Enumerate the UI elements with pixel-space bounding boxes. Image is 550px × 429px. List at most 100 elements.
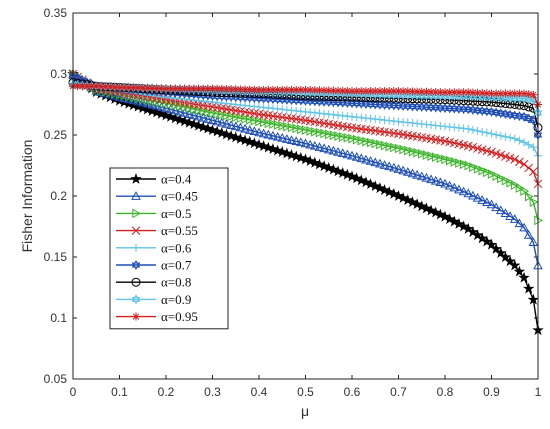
legend-label: α=0.8 bbox=[161, 275, 191, 290]
data-point bbox=[445, 88, 454, 97]
data-point bbox=[529, 115, 538, 126]
data-point bbox=[455, 158, 464, 168]
data-point bbox=[449, 182, 460, 192]
data-point bbox=[282, 134, 292, 143]
data-point bbox=[320, 128, 330, 139]
data-point bbox=[114, 92, 125, 101]
data-point bbox=[162, 84, 170, 93]
data-point bbox=[473, 164, 483, 174]
data-point bbox=[194, 84, 203, 93]
data-point bbox=[255, 85, 263, 94]
data-point bbox=[441, 88, 449, 97]
data-point bbox=[448, 215, 461, 227]
data-point bbox=[278, 121, 288, 131]
data-point bbox=[398, 165, 408, 175]
data-point bbox=[528, 167, 538, 176]
data-point bbox=[185, 103, 195, 114]
data-point bbox=[510, 134, 519, 143]
data-point bbox=[179, 108, 190, 117]
legend-marker bbox=[132, 243, 140, 252]
data-point bbox=[472, 192, 483, 202]
data-point bbox=[216, 117, 227, 127]
data-point bbox=[283, 121, 292, 132]
data-point bbox=[436, 153, 446, 164]
data-point bbox=[199, 106, 209, 116]
legend-marker bbox=[131, 294, 141, 305]
legend-marker bbox=[132, 208, 142, 219]
data-point bbox=[514, 218, 525, 228]
plot-frame bbox=[72, 12, 539, 380]
data-point bbox=[334, 86, 343, 95]
y-tick-label: 0.35 bbox=[44, 6, 68, 20]
data-point bbox=[216, 127, 228, 138]
data-point bbox=[406, 196, 419, 208]
data-point bbox=[188, 118, 200, 130]
legend-item: α=0.7 bbox=[116, 258, 192, 273]
data-point bbox=[319, 143, 329, 153]
data-point bbox=[485, 238, 498, 250]
data-point bbox=[527, 293, 540, 305]
data-point bbox=[417, 87, 426, 96]
data-point bbox=[402, 194, 414, 206]
data-point bbox=[500, 208, 511, 218]
data-point bbox=[482, 97, 492, 107]
data-point bbox=[305, 139, 315, 149]
data-point bbox=[217, 84, 226, 93]
legend-label: α=0.5 bbox=[161, 206, 191, 221]
data-point bbox=[443, 213, 456, 225]
data-point bbox=[148, 84, 157, 93]
data-point bbox=[364, 178, 377, 190]
data-point bbox=[506, 133, 515, 142]
data-point bbox=[473, 88, 482, 97]
data-point bbox=[271, 144, 284, 156]
data-point bbox=[278, 85, 287, 94]
data-point bbox=[180, 102, 190, 113]
data-point bbox=[496, 131, 505, 140]
data-point bbox=[524, 90, 533, 99]
data-point bbox=[286, 135, 297, 144]
data-point bbox=[463, 188, 474, 198]
data-point bbox=[421, 172, 432, 182]
legend-marker bbox=[130, 172, 142, 184]
data-point bbox=[429, 206, 442, 218]
data-point bbox=[495, 205, 506, 215]
data-point bbox=[399, 144, 409, 155]
data-point bbox=[490, 242, 502, 254]
data-point bbox=[464, 160, 474, 171]
data-point bbox=[241, 114, 251, 124]
data-point bbox=[198, 112, 209, 122]
data-point bbox=[394, 87, 403, 96]
data-point bbox=[281, 147, 293, 159]
data-point bbox=[523, 230, 534, 239]
data-point bbox=[346, 170, 358, 182]
data-point bbox=[426, 174, 436, 184]
data-point bbox=[192, 119, 205, 131]
data-point bbox=[361, 87, 370, 96]
data-point bbox=[255, 116, 265, 127]
data-point bbox=[272, 131, 283, 141]
series-α=0.4 bbox=[67, 67, 544, 336]
data-point bbox=[408, 87, 417, 96]
data-point bbox=[440, 178, 450, 188]
legend-item: α=0.9 bbox=[116, 292, 191, 307]
data-point bbox=[518, 271, 530, 283]
data-point bbox=[491, 202, 501, 212]
x-tick-label: 0 bbox=[70, 385, 77, 399]
series-layer bbox=[67, 67, 544, 336]
x-axis-label: μ bbox=[301, 403, 309, 419]
data-point bbox=[211, 125, 223, 137]
legend-marker bbox=[131, 260, 141, 270]
data-point bbox=[454, 88, 463, 97]
data-point bbox=[384, 161, 395, 171]
data-point bbox=[262, 141, 275, 153]
data-point bbox=[189, 110, 199, 120]
data-point bbox=[425, 204, 437, 216]
data-point bbox=[509, 259, 521, 271]
data-point bbox=[496, 98, 506, 108]
data-point bbox=[239, 134, 251, 146]
data-point bbox=[343, 86, 352, 95]
data-point bbox=[207, 115, 218, 125]
x-tick-label: 0.4 bbox=[251, 385, 268, 399]
data-point bbox=[273, 120, 283, 130]
data-point bbox=[375, 87, 384, 96]
